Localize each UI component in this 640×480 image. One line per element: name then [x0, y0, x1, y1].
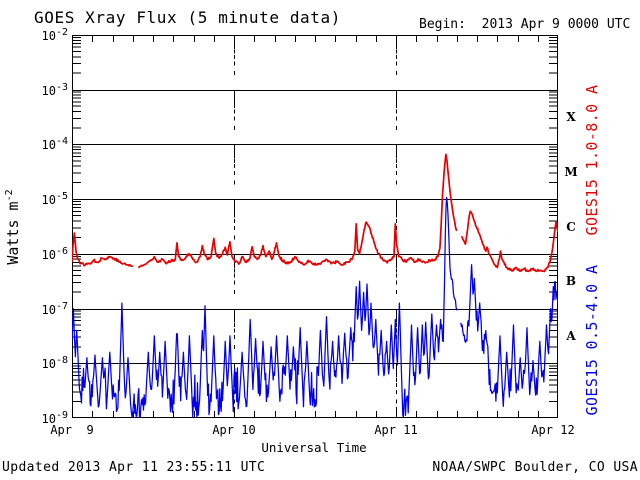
series-channel-label: GOES15 0.5-4.0 A [583, 264, 601, 416]
y-tick-label: 10-2 [41, 27, 69, 44]
y-tick-label: 10-8 [41, 355, 69, 372]
x-tick-label: Apr 9 [50, 423, 94, 437]
y-tick-label: 10-6 [41, 245, 69, 262]
xray-flux-plot [72, 35, 558, 418]
flare-class-letter: X [566, 110, 576, 125]
updated-timestamp: Updated 2013 Apr 11 23:55:11 UTC [2, 460, 266, 475]
flare-class-letter: B [565, 274, 577, 289]
y-tick-label: 10-9 [41, 410, 69, 427]
series-channel-label: GOES15 1.0-8.0 A [583, 84, 601, 236]
x-axis-label: Universal Time [261, 440, 367, 455]
x-tick-label: Apr 11 [374, 423, 418, 437]
y-tick-label: 10-7 [41, 300, 69, 317]
x-tick-label: Apr 10 [212, 423, 256, 437]
flare-class-letter: C [566, 219, 576, 234]
x-tick-label: Apr 12 [531, 423, 575, 437]
y-axis-label: Watts m-2 [4, 189, 22, 265]
plot-area [72, 35, 558, 418]
begin-time-label: Begin: 2013 Apr 9 0000 UTC [419, 17, 631, 32]
y-tick-label: 10-3 [41, 81, 69, 98]
y-tick-label: 10-4 [41, 136, 69, 153]
flare-class-letter: M [564, 164, 578, 179]
source-attribution: NOAA/SWPC Boulder, CO USA [432, 460, 638, 475]
flare-class-letter: A [566, 328, 576, 343]
page-title: GOES Xray Flux (5 minute data) [34, 8, 341, 27]
y-tick-label: 10-5 [41, 191, 69, 208]
